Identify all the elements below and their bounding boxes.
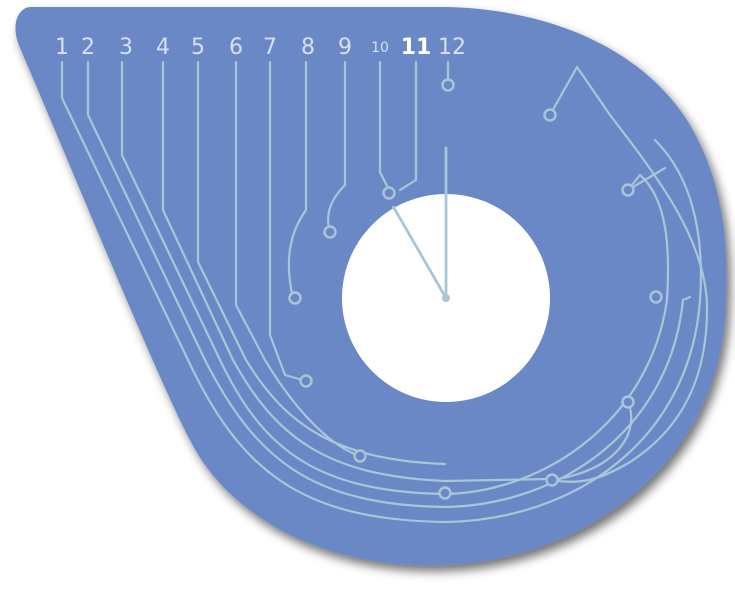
numeral-9: 9 xyxy=(338,35,352,60)
circuit-trace-13 xyxy=(548,65,579,117)
circuit-trace-4 xyxy=(161,60,552,483)
numeral-7: 7 xyxy=(263,35,277,60)
connection-node-8 xyxy=(353,449,367,463)
connection-node-11 xyxy=(323,225,337,239)
clock-numerals: 1 2 3 4 5 6 7 8 9 10 11 12 xyxy=(55,35,466,60)
circuit-trace-7 xyxy=(268,60,308,383)
circuit-trace-10 xyxy=(378,60,391,192)
circuit-trace-2 xyxy=(86,60,692,509)
numeral-10: 10 xyxy=(371,40,389,56)
connection-node-10 xyxy=(288,291,302,305)
numeral-4: 4 xyxy=(156,35,170,60)
circuit-trace-11 xyxy=(398,60,418,192)
circuit-trace-1 xyxy=(60,60,703,524)
numeral-11: 11 xyxy=(401,35,432,60)
connection-node-9 xyxy=(299,374,313,388)
connection-node-12 xyxy=(382,186,396,200)
numeral-1: 1 xyxy=(55,35,69,60)
hour-hand xyxy=(392,205,448,300)
connection-node-6 xyxy=(545,473,559,487)
circuit-trace-14 xyxy=(550,65,709,483)
hands-pivot xyxy=(442,294,450,302)
connection-node-4 xyxy=(649,290,663,304)
connection-nodes xyxy=(288,78,663,500)
connection-node-1 xyxy=(441,78,455,92)
circuit-trace-15 xyxy=(626,166,667,192)
connection-node-3 xyxy=(621,183,635,197)
connection-node-2 xyxy=(543,108,557,122)
connection-node-5 xyxy=(621,395,635,409)
circuit-trace-16 xyxy=(550,400,633,482)
circuit-trace-3 xyxy=(120,60,670,496)
numeral-5: 5 xyxy=(191,35,205,60)
connection-node-7 xyxy=(438,486,452,500)
numeral-8: 8 xyxy=(301,35,315,60)
circuit-trace-8 xyxy=(287,60,308,300)
numeral-6: 6 xyxy=(229,35,243,60)
circuit-trace-6 xyxy=(234,60,362,458)
numeral-12: 12 xyxy=(438,35,466,60)
numeral-3: 3 xyxy=(119,35,133,60)
numeral-2: 2 xyxy=(81,35,95,60)
circuit-traces xyxy=(60,60,709,524)
clock-hands xyxy=(392,146,450,302)
circuit-trace-5 xyxy=(196,60,447,466)
